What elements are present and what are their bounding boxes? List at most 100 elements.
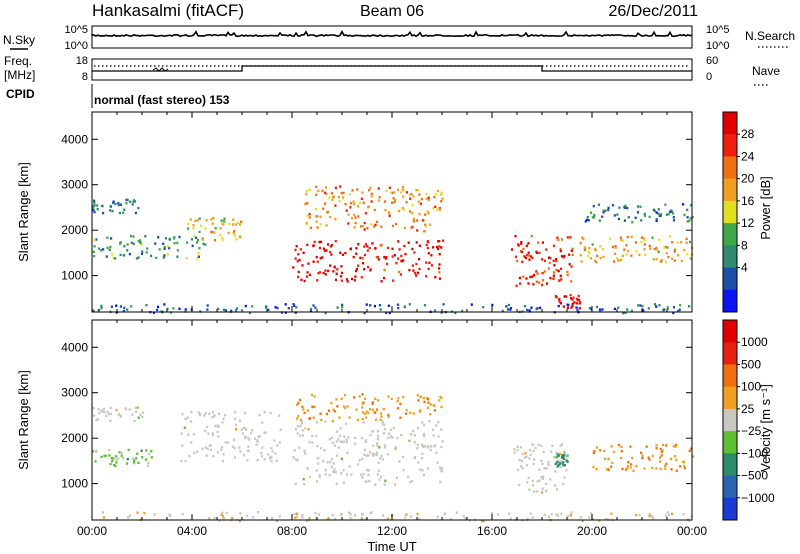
data-cell	[556, 514, 560, 518]
data-cell	[566, 460, 569, 463]
data-cell	[139, 239, 142, 242]
data-cell	[181, 444, 184, 447]
data-cell	[678, 308, 681, 311]
data-cell	[271, 450, 274, 453]
data-cell	[95, 238, 98, 241]
data-cell	[117, 202, 120, 205]
data-cell	[222, 516, 226, 520]
data-cell	[382, 408, 385, 411]
data-cell	[563, 254, 566, 258]
data-cell	[307, 262, 310, 265]
data-cell	[342, 440, 345, 443]
data-cell	[184, 308, 187, 311]
data-cell	[192, 433, 195, 436]
data-cell	[556, 236, 559, 239]
data-cell	[554, 484, 557, 487]
data-cell	[220, 448, 223, 452]
colorbar-tick-label: 12	[741, 216, 755, 230]
data-cell	[308, 213, 311, 216]
data-cell	[331, 436, 334, 440]
data-cell	[330, 402, 333, 405]
data-cell	[355, 252, 358, 255]
data-cell	[575, 302, 578, 305]
data-cell	[317, 513, 320, 516]
data-cell	[618, 206, 621, 209]
data-cell	[109, 209, 112, 212]
data-cell	[244, 427, 247, 430]
data-cell	[323, 449, 326, 452]
data-cell	[269, 411, 272, 415]
data-cell	[332, 408, 335, 411]
data-region	[92, 234, 207, 260]
data-cell	[601, 215, 604, 218]
data-cell	[357, 205, 360, 208]
y-tick-label: 4000	[61, 340, 88, 354]
data-cell	[217, 435, 220, 438]
data-cell	[617, 306, 620, 309]
data-cell	[256, 458, 259, 462]
data-cell	[319, 447, 322, 450]
data-cell	[599, 245, 602, 248]
data-cell	[172, 307, 175, 310]
data-cell	[108, 454, 111, 457]
data-cell	[274, 306, 277, 309]
data-cell	[211, 434, 215, 437]
data-cell	[322, 271, 325, 275]
data-cell	[371, 401, 374, 404]
data-cell	[263, 411, 266, 414]
data-cell	[575, 306, 578, 309]
data-cell	[538, 479, 541, 482]
data-cell	[686, 518, 690, 521]
data-cell	[334, 471, 337, 474]
data-cell	[320, 418, 323, 422]
data-cell	[581, 519, 584, 523]
data-cell	[543, 270, 546, 273]
data-cell	[388, 186, 391, 189]
data-cell	[630, 254, 633, 257]
data-cell	[96, 418, 100, 421]
data-cell	[643, 238, 646, 242]
data-cell	[421, 219, 424, 222]
colorbar-tick-label: 100	[741, 380, 761, 394]
data-cell	[401, 207, 404, 210]
data-cell	[676, 310, 680, 313]
data-cell	[118, 451, 121, 454]
data-cell	[675, 469, 678, 472]
data-cell	[140, 449, 143, 452]
data-cell	[181, 512, 184, 516]
data-cell	[508, 512, 511, 515]
data-cell	[324, 273, 327, 276]
data-cell	[369, 408, 372, 411]
data-cell	[216, 451, 219, 454]
data-cell	[346, 405, 349, 408]
data-cell	[274, 452, 277, 455]
data-cell	[653, 247, 656, 251]
data-cell	[521, 452, 524, 456]
data-cell	[402, 259, 405, 262]
data-cell	[559, 444, 562, 448]
data-cell	[415, 274, 418, 277]
data-cell	[599, 256, 602, 260]
data-cell	[278, 441, 281, 444]
data-cell	[307, 428, 310, 431]
data-cell	[598, 219, 601, 222]
data-cell	[391, 255, 394, 258]
data-cell	[438, 263, 441, 266]
data-cell	[374, 483, 377, 486]
data-cell	[244, 435, 247, 438]
data-cell	[619, 236, 622, 239]
data-cell	[383, 200, 386, 203]
data-cell	[588, 307, 592, 310]
data-cell	[462, 514, 465, 518]
data-cell	[324, 202, 327, 205]
data-cell	[317, 462, 320, 465]
data-cell	[115, 461, 118, 464]
data-cell	[461, 309, 464, 312]
data-cell	[267, 453, 270, 456]
data-cell	[686, 208, 689, 212]
data-cell	[240, 428, 243, 431]
colorbar-tick-label: 500	[741, 357, 761, 371]
data-cell	[595, 446, 598, 449]
data-cell	[292, 303, 295, 306]
